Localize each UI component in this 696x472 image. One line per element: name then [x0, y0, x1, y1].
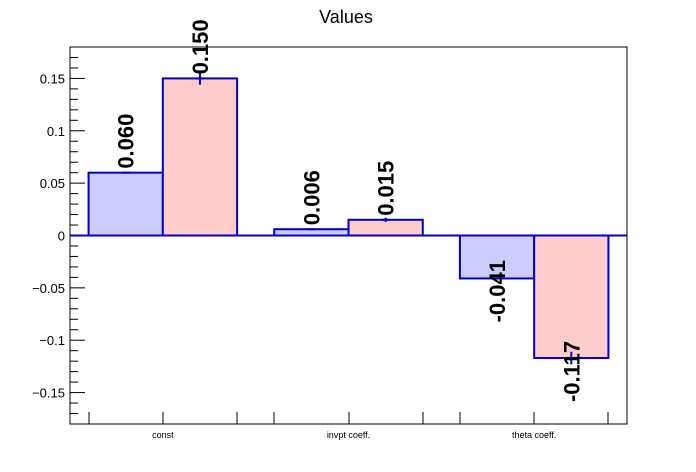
y-axis: −0.15 −0.1 −0.05 0 0.05 0.1 0.15	[32, 46, 85, 425]
bar	[87, 171, 164, 237]
x-axis: const invpt coeff. theta coeff.	[88, 412, 609, 440]
data-label: 0.150	[188, 19, 213, 74]
x-tick-label: const	[152, 430, 174, 440]
y-tick-label: −0.15	[32, 386, 65, 401]
y-tick-label: 0.1	[47, 124, 65, 139]
data-label: 0.006	[299, 170, 324, 225]
x-tick-label: theta coeff.	[512, 430, 556, 440]
bar	[533, 234, 610, 360]
bar	[347, 218, 424, 237]
data-label: 0.060	[114, 114, 139, 169]
bar	[161, 77, 239, 237]
data-labels: 0.060 0.006 -0.041 0.150 0.015 -0.117	[114, 19, 585, 402]
data-label: -0.041	[485, 260, 510, 322]
x-tick-label: invpt coeff.	[327, 430, 370, 440]
y-tick-label: 0.15	[40, 71, 65, 86]
chart-title: Values	[319, 7, 373, 27]
data-label: -0.117	[559, 341, 584, 402]
y-tick-label: −0.05	[32, 281, 65, 296]
y-tick-label: 0	[58, 229, 65, 244]
bars	[87, 72, 610, 365]
data-label: 0.015	[374, 161, 399, 216]
y-tick-label: −0.1	[39, 333, 65, 348]
y-tick-label: 0.05	[40, 176, 65, 191]
